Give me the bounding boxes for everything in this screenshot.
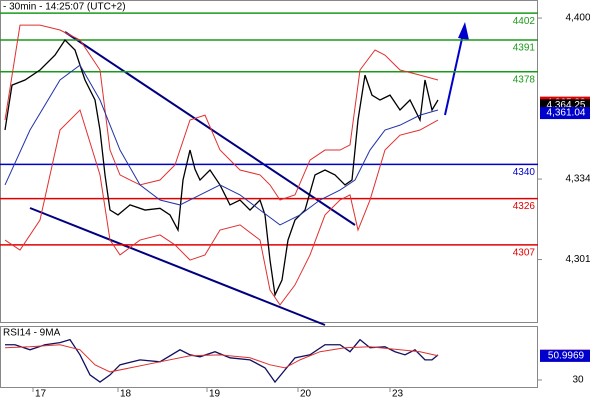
series-line bbox=[4, 24, 439, 201]
y-tick-label: 4,301 bbox=[565, 254, 590, 265]
series-line bbox=[4, 109, 439, 306]
series-line bbox=[4, 64, 439, 226]
panel-title: - 30min - 14:25:07 (UTC+2) bbox=[3, 2, 126, 13]
x-tick-label: 23 bbox=[392, 389, 404, 400]
y-tick-label: 4,400 bbox=[565, 13, 590, 24]
rsi-panel bbox=[0, 326, 538, 388]
panel-title: RSI14 - 9MA bbox=[3, 328, 61, 339]
price-box bbox=[540, 349, 590, 362]
arrow-head bbox=[458, 22, 469, 40]
y-tick-label: 30 bbox=[572, 375, 584, 386]
price-box bbox=[540, 107, 590, 120]
series-line bbox=[4, 344, 439, 373]
price-label: 4,364.25 bbox=[547, 100, 586, 111]
arrow bbox=[444, 33, 464, 116]
level-label: 4340 bbox=[513, 167, 536, 178]
price-label: 4,361.04 bbox=[547, 108, 586, 119]
level-label: 4391 bbox=[513, 43, 536, 54]
level-label: 4326 bbox=[513, 201, 536, 212]
series-line bbox=[5, 338, 439, 384]
x-tick-label: 19 bbox=[209, 389, 221, 400]
trend-line bbox=[64, 31, 356, 226]
y-tick-label: 4,334 bbox=[565, 174, 590, 185]
level-label: 4378 bbox=[513, 74, 536, 85]
x-tick-label: 20 bbox=[300, 389, 312, 400]
main-panel bbox=[0, 0, 538, 323]
level-label: 4307 bbox=[513, 248, 536, 259]
level-label: 4402 bbox=[513, 16, 536, 27]
price-label: 50.9969 bbox=[548, 350, 585, 361]
x-tick-label: 18 bbox=[120, 389, 132, 400]
series-line bbox=[4, 38, 439, 298]
trend-line bbox=[29, 207, 326, 326]
x-tick-label: 17 bbox=[35, 389, 47, 400]
